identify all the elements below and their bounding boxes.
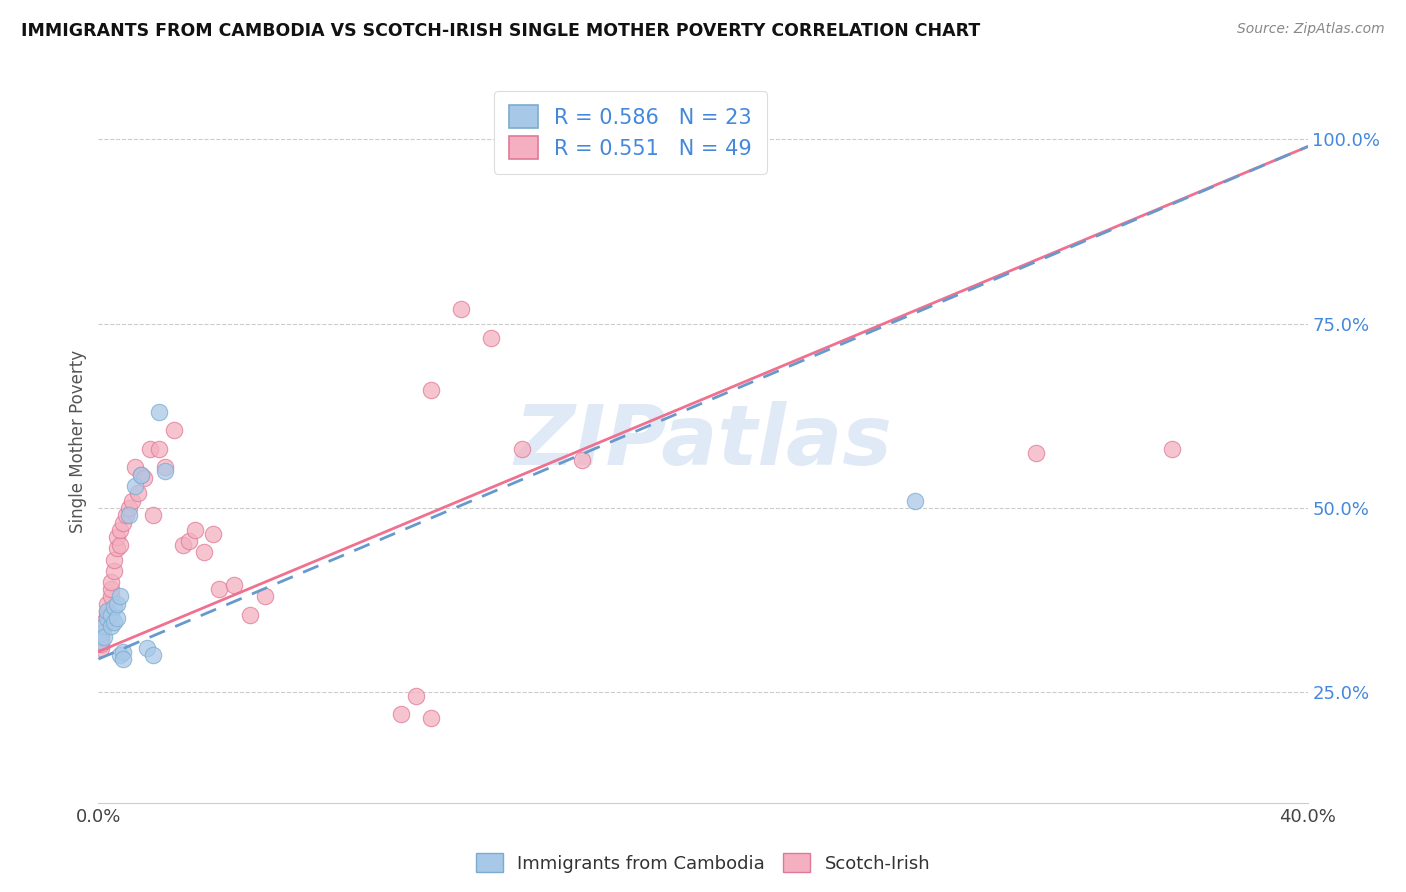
Point <box>96 607 118 622</box>
Text: ZIPatlas: ZIPatlas <box>515 401 891 482</box>
Text: Source: ZipAtlas.com: Source: ZipAtlas.com <box>1237 22 1385 37</box>
Point <box>239 607 262 622</box>
Point <box>202 526 225 541</box>
Point <box>100 582 122 596</box>
Point <box>108 590 131 604</box>
Point <box>193 545 215 559</box>
Point <box>90 630 112 644</box>
Point <box>420 383 443 397</box>
Point <box>172 538 194 552</box>
Point <box>103 600 125 615</box>
Point <box>1160 442 1182 456</box>
Point <box>129 467 152 482</box>
Point <box>179 534 201 549</box>
Point <box>111 652 134 666</box>
Point <box>163 424 186 438</box>
Point <box>208 582 231 596</box>
Point <box>450 301 472 316</box>
Point <box>93 630 115 644</box>
Point <box>96 604 118 618</box>
Point <box>96 597 118 611</box>
Point <box>108 523 131 537</box>
Point <box>1024 445 1046 459</box>
Point <box>105 530 128 544</box>
Point <box>118 508 141 523</box>
Point <box>904 493 927 508</box>
Point <box>100 574 122 589</box>
Legend: R = 0.586   N = 23, R = 0.551   N = 49: R = 0.586 N = 23, R = 0.551 N = 49 <box>494 91 766 174</box>
Point <box>127 486 149 500</box>
Point <box>105 611 128 625</box>
Point <box>420 711 443 725</box>
Point <box>253 590 276 604</box>
Point <box>90 626 112 640</box>
Point <box>90 640 112 655</box>
Point <box>139 442 162 456</box>
Point <box>148 442 170 456</box>
Point <box>111 645 134 659</box>
Point <box>132 471 155 485</box>
Point <box>148 405 170 419</box>
Point <box>108 648 131 663</box>
Point <box>93 615 115 630</box>
Point <box>93 619 115 633</box>
Text: IMMIGRANTS FROM CAMBODIA VS SCOTCH-IRISH SINGLE MOTHER POVERTY CORRELATION CHART: IMMIGRANTS FROM CAMBODIA VS SCOTCH-IRISH… <box>21 22 980 40</box>
Point <box>103 552 125 566</box>
Point <box>153 464 176 478</box>
Point <box>121 493 143 508</box>
Point <box>571 453 593 467</box>
Legend: Immigrants from Cambodia, Scotch-Irish: Immigrants from Cambodia, Scotch-Irish <box>468 846 938 880</box>
Point <box>103 615 125 630</box>
Y-axis label: Single Mother Poverty: Single Mother Poverty <box>69 350 87 533</box>
Point <box>96 611 118 625</box>
Point <box>100 607 122 622</box>
Point <box>100 619 122 633</box>
Point <box>118 500 141 515</box>
Point <box>142 648 165 663</box>
Point <box>90 637 112 651</box>
Point <box>100 590 122 604</box>
Point <box>105 597 128 611</box>
Point <box>108 538 131 552</box>
Point <box>142 508 165 523</box>
Point <box>105 541 128 556</box>
Point <box>103 564 125 578</box>
Point <box>129 467 152 482</box>
Point <box>481 331 503 345</box>
Point <box>114 508 136 523</box>
Point <box>111 516 134 530</box>
Point <box>96 604 118 618</box>
Point <box>153 460 176 475</box>
Point <box>676 139 699 153</box>
Point <box>224 578 246 592</box>
Point <box>135 640 157 655</box>
Point <box>184 523 207 537</box>
Point <box>124 479 146 493</box>
Point <box>510 442 533 456</box>
Point <box>124 460 146 475</box>
Point <box>93 619 115 633</box>
Point <box>389 707 412 722</box>
Point <box>90 633 112 648</box>
Point <box>405 689 427 703</box>
